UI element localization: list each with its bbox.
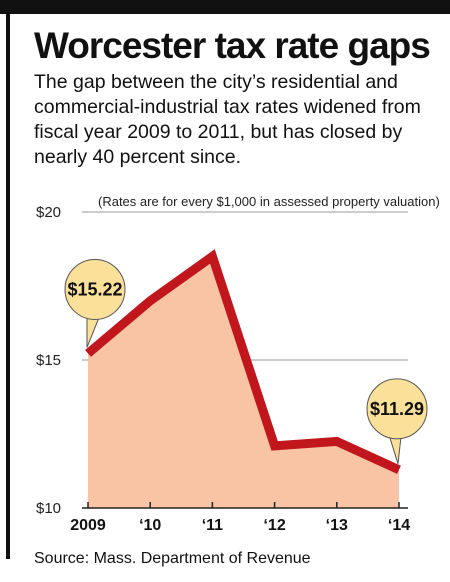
callout-layer: $15.22 $11.29 <box>64 258 428 464</box>
y-tick-label: $10 <box>36 500 61 517</box>
value-callout: $11.29 <box>366 378 428 464</box>
left-frame-line <box>6 14 10 559</box>
source-credit: Source: Mass. Department of Revenue <box>34 550 311 567</box>
series-line <box>85 249 401 474</box>
area-layer <box>85 249 401 508</box>
x-tick-label: ‘13 <box>326 517 348 534</box>
y-tick-label: $15 <box>36 352 61 369</box>
callout-label: $11.29 <box>370 399 424 419</box>
chart-subtitle: The gap between the city’s residential a… <box>34 71 421 168</box>
top-rule <box>0 0 450 14</box>
x-tick-label: 2009 <box>70 517 106 534</box>
x-tick-label: ‘10 <box>139 517 161 534</box>
callout-label: $15.22 <box>67 279 122 299</box>
label-layer: $10 $15 $20 2009 ‘10 ‘11 ‘12 ‘13 ‘14 (Rates are f… <box>36 194 440 534</box>
x-tick-label: ‘12 <box>263 517 285 534</box>
rate-note: (Rates are for every $1,000 in assessed … <box>98 194 440 209</box>
x-tick-label: ‘11 <box>202 517 223 534</box>
chart-title: Worcester tax rate gaps <box>34 25 431 66</box>
x-tick-label: ‘14 <box>388 517 410 534</box>
callout-bubble <box>64 258 126 320</box>
value-callout: $15.22 <box>64 258 126 348</box>
area-fill <box>88 256 399 508</box>
y-tick-label: $20 <box>36 204 61 221</box>
callout-bubble <box>366 378 428 440</box>
tick-layer <box>82 502 408 509</box>
